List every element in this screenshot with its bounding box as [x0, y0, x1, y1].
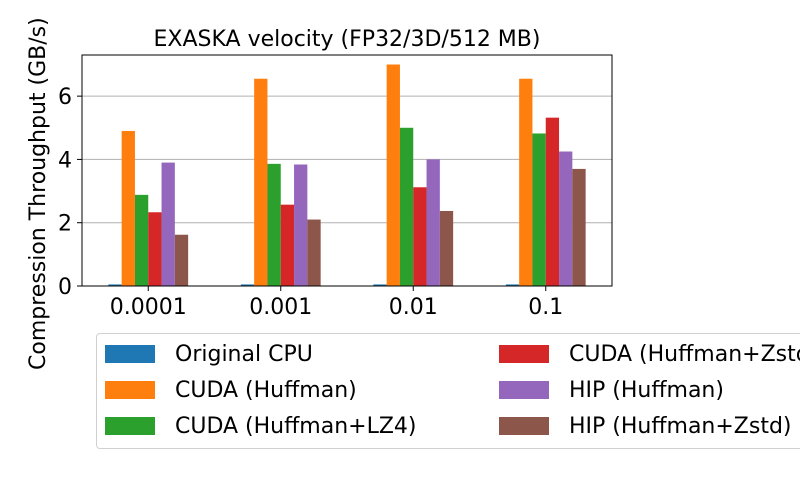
plot-frame: [81, 54, 613, 287]
bar: [399, 127, 414, 286]
x-tick-label: 0.001: [249, 295, 312, 320]
bar: [148, 212, 162, 286]
legend-item: CUDA (Huffman): [97, 375, 357, 405]
chart-title: EXASKA velocity (FP32/3D/512 MB): [154, 27, 541, 52]
x-tick-label: 0.01: [389, 295, 438, 320]
bar: [280, 204, 295, 286]
legend-item: CUDA (Huffman+LZ4): [97, 411, 416, 441]
bar: [307, 219, 321, 286]
x-tick-label: 0.1: [528, 295, 563, 320]
legend: Original CPU CUDA (Huffman) CUDA (Huffman+…: [96, 333, 800, 449]
bar: [545, 117, 560, 287]
bar: [386, 64, 400, 286]
legend-label: CUDA (Huffman+Zstd): [569, 341, 800, 367]
bar: [413, 187, 427, 286]
legend-label: CUDA (Huffman+LZ4): [175, 413, 417, 439]
bar: [174, 234, 189, 286]
bar: [505, 284, 520, 286]
x-tick-label: 0.0001: [110, 295, 187, 320]
y-axis-label: Compression Throughput (GB/s): [26, 17, 51, 370]
ticks: 0 2 4 6 0.0001 0.001 0.01 0.1: [58, 85, 563, 320]
bar: [121, 130, 135, 286]
legend-swatch: [499, 381, 549, 399]
bar: [519, 78, 533, 286]
legend-swatch: [105, 381, 155, 399]
bar: [254, 78, 268, 286]
bars: [108, 64, 586, 287]
bar: [294, 164, 308, 286]
legend-label: CUDA (Huffman): [175, 377, 357, 403]
bar: [532, 133, 546, 286]
bar: [108, 284, 122, 286]
bar: [161, 162, 175, 286]
bar: [426, 159, 440, 286]
legend-item: HIP (Huffman+Zstd): [491, 411, 792, 441]
legend-swatch: [105, 345, 155, 363]
legend-item: HIP (Huffman): [491, 375, 724, 405]
legend-label: Original CPU: [175, 341, 313, 367]
y-tick-label: 4: [58, 148, 72, 173]
bar: [559, 151, 573, 286]
legend-swatch: [499, 345, 549, 363]
legend-swatch: [499, 417, 549, 435]
legend-label: HIP (Huffman): [569, 377, 724, 403]
bar: [572, 168, 586, 286]
legend-item: Original CPU: [97, 339, 313, 369]
y-tick-label: 0: [58, 275, 72, 300]
bar: [373, 284, 387, 286]
y-tick-label: 2: [58, 212, 72, 237]
bar: [240, 284, 255, 286]
legend-swatch: [105, 417, 155, 435]
y-tick-label: 6: [58, 85, 72, 110]
bar: [267, 163, 281, 286]
bar: [439, 211, 454, 286]
legend-label: HIP (Huffman+Zstd): [569, 413, 792, 439]
legend-item: CUDA (Huffman+Zstd): [491, 339, 800, 369]
bar: [134, 194, 149, 286]
